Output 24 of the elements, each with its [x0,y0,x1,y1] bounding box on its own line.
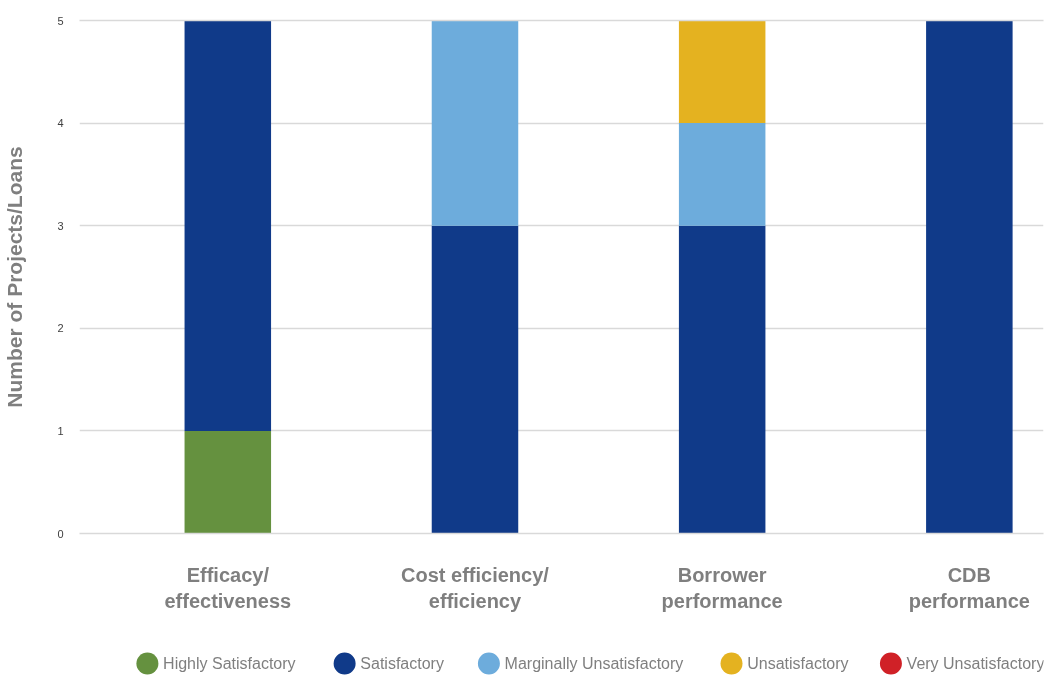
y-tick-label: 3 [57,219,64,232]
y-tick-label: 1 [57,424,64,437]
legend-label: Highly Satisfactory [163,655,296,672]
bar [926,20,1013,534]
legend-label: Unsatisfactory [747,655,849,672]
legend-label: Very Unsatisfactory [906,655,1045,672]
x-tick-label: Cost efficiency/efficiency [401,563,550,612]
bar [431,225,519,534]
bar [678,123,766,226]
y-tick-label: 4 [57,117,64,130]
bar [431,20,519,226]
bar [184,20,272,431]
y-tick-label: 0 [57,527,64,540]
y-tick-label: 2 [57,322,64,335]
x-tick-label: Borrower performance [661,563,783,612]
y-tick-label: 5 [57,14,64,27]
bar [184,430,272,534]
x-tick-label: CDB performance [908,563,1030,612]
x-tick-label: Efficacy/effectiveness [164,563,292,612]
bar [678,225,766,534]
legend-label: Satisfactory [360,655,444,672]
bar [678,20,766,124]
legend-label: Marginally Unsatisfactory [504,655,684,672]
y-axis-title: Number of Projects/Loans [3,146,27,408]
